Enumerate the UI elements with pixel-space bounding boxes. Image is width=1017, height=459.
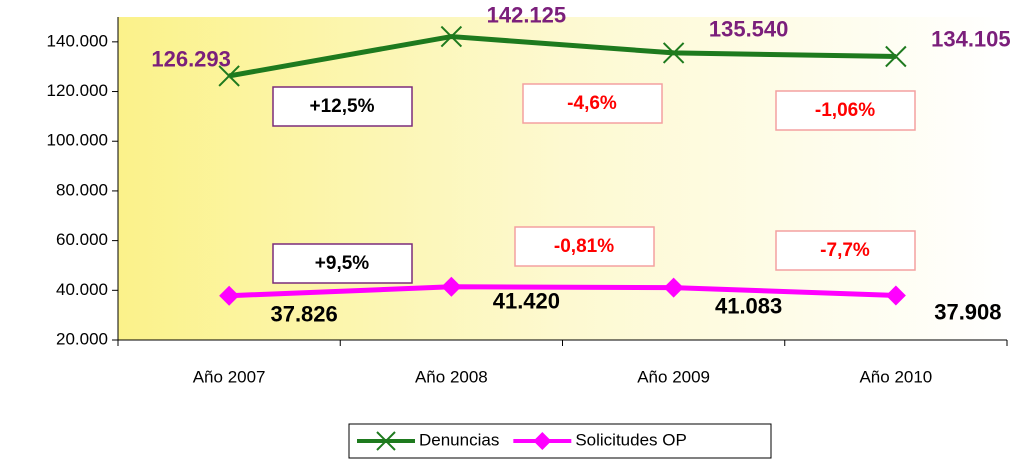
data-label: 135.540 — [709, 17, 789, 42]
annotation-box — [775, 230, 916, 271]
plot-area — [118, 17, 1007, 340]
marker — [219, 285, 240, 306]
data-label: 41.083 — [715, 293, 782, 318]
marker — [663, 277, 684, 298]
marker — [218, 65, 240, 87]
series-line — [228, 34, 896, 79]
legend-label: Solicitudes OP — [575, 430, 687, 449]
annotation: +9,5% — [315, 253, 370, 274]
legend-label: Denuncias — [419, 430, 499, 449]
annotation: -1,06% — [815, 100, 875, 121]
marker — [440, 25, 463, 48]
x-tick-label: Año 2010 — [859, 367, 932, 386]
marker — [662, 42, 685, 64]
annotation-box — [522, 83, 663, 124]
y-tick-label: 60.000 — [56, 230, 108, 249]
annotation: -0,81% — [554, 236, 614, 257]
marker — [441, 276, 462, 297]
annotation: -4,6% — [567, 93, 617, 114]
data-label: 134.105 — [931, 26, 1011, 51]
annotation: +12,5% — [310, 96, 375, 117]
data-label: 41.420 — [493, 289, 560, 314]
x-tick-label: Año 2008 — [415, 367, 488, 386]
annotation-box — [775, 90, 916, 131]
marker — [885, 45, 907, 68]
y-tick-label: 80.000 — [56, 180, 108, 199]
annotation: -7,7% — [820, 240, 870, 261]
x-tick-label: Año 2007 — [193, 367, 266, 386]
marker — [885, 285, 906, 306]
y-tick-label: 20.000 — [56, 329, 108, 348]
x-tick-label: Año 2009 — [637, 367, 710, 386]
y-tick-label: 40.000 — [56, 280, 108, 299]
data-label: 37.826 — [270, 302, 337, 327]
y-tick-label: 140.000 — [47, 31, 108, 50]
series-line — [229, 284, 896, 299]
legend-marker — [376, 431, 396, 451]
y-tick-label: 120.000 — [47, 81, 108, 100]
data-label: 37.908 — [934, 299, 1001, 324]
y-tick-label: 100.000 — [47, 131, 108, 150]
data-label: 142.125 — [487, 2, 567, 27]
legend-marker — [533, 432, 552, 450]
data-label: 126.293 — [151, 47, 231, 72]
annotation-box — [272, 86, 413, 127]
annotation-box — [272, 243, 413, 284]
annotation-box — [514, 226, 655, 267]
